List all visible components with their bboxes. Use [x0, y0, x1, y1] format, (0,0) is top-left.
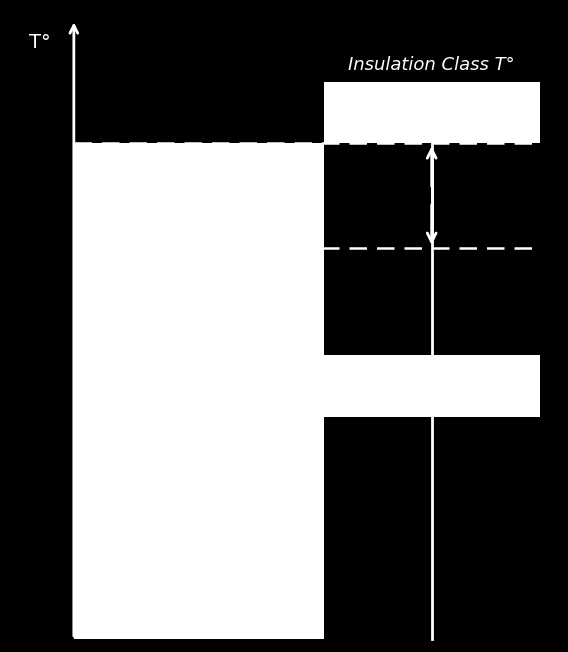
Text: T°: T°	[29, 33, 51, 52]
Text: Insulation Class T°: Insulation Class T°	[348, 56, 515, 74]
Bar	[324, 82, 540, 143]
Bar	[324, 355, 540, 417]
Bar	[74, 143, 324, 639]
